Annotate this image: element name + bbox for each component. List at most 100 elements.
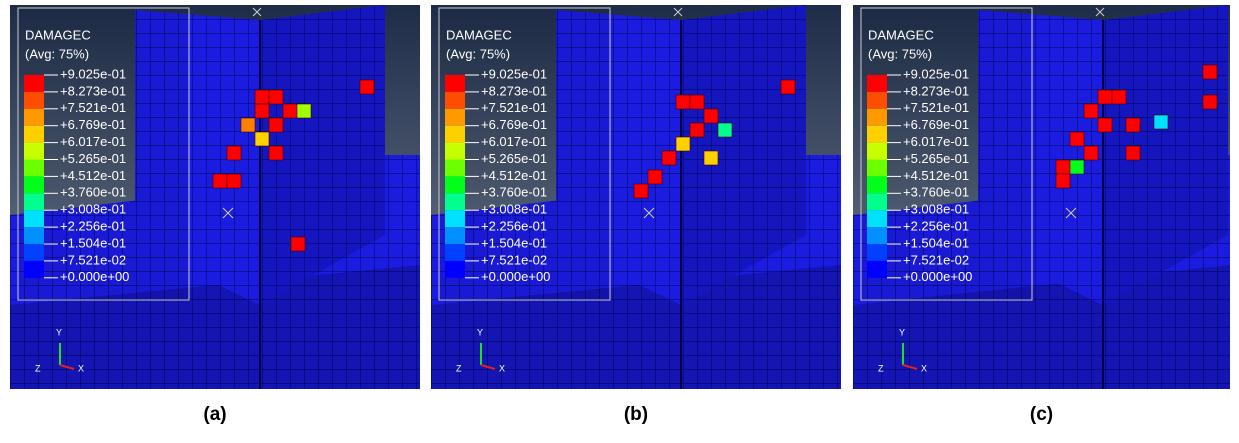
damage-element: [241, 118, 255, 132]
damage-element: [269, 146, 283, 160]
legend-swatch: [867, 176, 887, 193]
legend-swatch: [867, 160, 887, 177]
legend-label: +7.521e-01: [481, 100, 547, 115]
damage-element: [291, 237, 305, 251]
panel: DAMAGEC (Avg: 75%) +9.025e-01 +8.273e-01 +7.…: [853, 5, 1230, 425]
damage-element: [634, 184, 648, 198]
legend-swatch: [445, 210, 465, 227]
legend-swatch: [24, 109, 44, 126]
damage-element: [690, 123, 704, 137]
legend-swatch: [445, 109, 465, 126]
legend-label: +6.017e-01: [60, 134, 126, 149]
legend-swatch: [867, 126, 887, 143]
damage-element: [1112, 90, 1126, 104]
legend-label: +7.521e-02: [60, 252, 126, 267]
legend-swatch: [867, 92, 887, 109]
legend-label: +5.265e-01: [903, 151, 969, 166]
axis-label-z: Z: [35, 363, 41, 373]
damage-element: [360, 80, 374, 94]
damage-element: [283, 104, 297, 118]
legend-swatch: [445, 261, 465, 278]
damage-element: [676, 137, 690, 151]
caption: (c): [1030, 404, 1053, 425]
damage-element: [781, 80, 795, 94]
legend-label: +8.273e-01: [60, 83, 126, 98]
legend-label: +5.265e-01: [481, 151, 547, 166]
legend-label: +5.265e-01: [60, 151, 126, 166]
legend-swatch: [445, 126, 465, 143]
legend-swatch: [867, 109, 887, 126]
legend-title: DAMAGEC: [25, 27, 91, 42]
legend-label: +7.521e-01: [60, 100, 126, 115]
legend-swatch: [24, 210, 44, 227]
legend-swatch: [24, 261, 44, 278]
legend-label: +1.504e-01: [60, 235, 126, 250]
legend-label: +6.769e-01: [903, 117, 969, 132]
legend-label: +2.256e-01: [903, 219, 969, 234]
legend-label: +8.273e-01: [903, 83, 969, 98]
legend-subtitle: (Avg: 75%): [868, 46, 932, 61]
legend-title: DAMAGEC: [446, 27, 512, 42]
legend-label: +7.521e-01: [903, 100, 969, 115]
legend-label: +9.025e-01: [481, 66, 547, 81]
damage-element: [704, 109, 718, 123]
legend-label: +6.017e-01: [903, 134, 969, 149]
axis-label-y: Y: [56, 327, 62, 337]
damage-element: [297, 104, 311, 118]
legend-label: +0.000e+00: [60, 269, 129, 284]
legend-swatch: [445, 227, 465, 244]
damage-element: [1056, 174, 1070, 188]
legend-label: +1.504e-01: [903, 235, 969, 250]
legend-label: +4.512e-01: [903, 168, 969, 183]
legend-label: +7.521e-02: [481, 252, 547, 267]
damage-element: [1203, 95, 1217, 109]
damage-element: [1098, 118, 1112, 132]
axis-label-x: X: [921, 363, 927, 373]
damage-element: [255, 104, 269, 118]
damage-element: [1154, 115, 1168, 129]
legend-swatch: [24, 143, 44, 160]
legend-swatch: [445, 193, 465, 210]
caption: (b): [624, 404, 648, 425]
damage-element: [648, 170, 662, 184]
damage-element: [269, 118, 283, 132]
legend-swatch: [445, 92, 465, 109]
legend-swatch: [867, 143, 887, 160]
axis-label-y: Y: [899, 327, 905, 337]
legend-swatch: [445, 244, 465, 261]
legend-label: +3.008e-01: [60, 202, 126, 217]
legend-label: +7.521e-02: [903, 252, 969, 267]
damage-element: [704, 151, 718, 165]
damage-element: [213, 174, 227, 188]
caption: (a): [203, 404, 226, 425]
legend-swatch: [24, 126, 44, 143]
legend-label: +1.504e-01: [481, 235, 547, 250]
legend-label: +3.760e-01: [481, 185, 547, 200]
legend-subtitle: (Avg: 75%): [25, 46, 89, 61]
legend-label: +4.512e-01: [481, 168, 547, 183]
legend-label: +6.769e-01: [481, 117, 547, 132]
legend-swatch: [24, 244, 44, 261]
legend-swatch: [445, 75, 465, 92]
damage-element: [1203, 65, 1217, 79]
damage-element: [255, 132, 269, 146]
figure: DAMAGEC (Avg: 75%) +9.025e-01 +8.273e-01 +7.…: [0, 0, 1239, 443]
axis-label-x: X: [499, 363, 505, 373]
damage-element: [1084, 104, 1098, 118]
legend-label: +3.760e-01: [903, 185, 969, 200]
damage-element: [1070, 132, 1084, 146]
legend-title: DAMAGEC: [868, 27, 934, 42]
legend-swatch: [867, 210, 887, 227]
axis-label-x: X: [78, 363, 84, 373]
legend-swatch: [445, 143, 465, 160]
legend-label: +2.256e-01: [60, 219, 126, 234]
legend-label: +6.017e-01: [481, 134, 547, 149]
legend-label: +9.025e-01: [903, 66, 969, 81]
legend-swatch: [867, 261, 887, 278]
legend-swatch: [24, 92, 44, 109]
legend-label: +8.273e-01: [481, 83, 547, 98]
legend-label: +0.000e+00: [481, 269, 550, 284]
legend-swatch: [24, 193, 44, 210]
legend-swatch: [867, 227, 887, 244]
damage-element: [718, 123, 732, 137]
